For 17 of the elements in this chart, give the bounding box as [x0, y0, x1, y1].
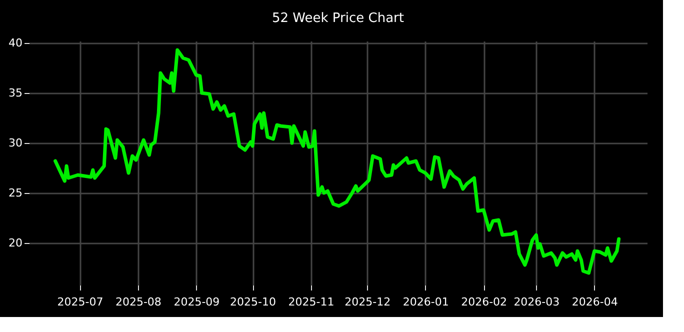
y-tick-label: 20: [8, 236, 22, 250]
x-tick-label: 2025-08: [115, 296, 162, 308]
x-tick-label: 2025-11: [288, 296, 334, 308]
x-tick-label: 2026-02: [461, 296, 508, 308]
y-tick-label: 40: [8, 36, 22, 50]
x-tick-label: 2025-09: [174, 296, 220, 308]
x-tick-label: 2026-01: [402, 296, 449, 308]
x-tick-label: 2025-07: [57, 296, 104, 308]
x-tick-label: 2025-10: [230, 296, 276, 308]
line-series: [54, 48, 621, 275]
y-tick-label: 35: [8, 86, 22, 100]
x-tick-label: 2025-12: [344, 296, 391, 308]
y-tick-label: 25: [8, 186, 22, 200]
x-tick-label: 2026-03: [514, 296, 560, 308]
x-tick-label: 2026-04: [572, 296, 618, 308]
chart-title: 52 Week Price Chart: [272, 11, 404, 26]
y-tick-label: 30: [8, 136, 22, 150]
